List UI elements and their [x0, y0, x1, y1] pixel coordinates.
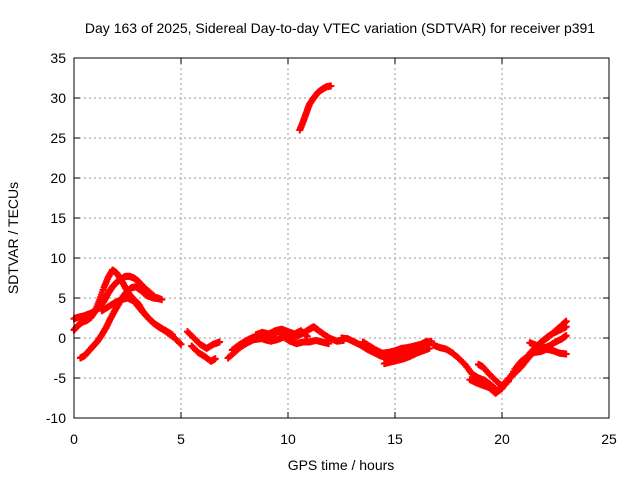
- data-point: [327, 82, 335, 90]
- plot-marks: [70, 82, 570, 397]
- data-point: [562, 332, 570, 340]
- series-track-d-early: [98, 294, 176, 339]
- x-tick-label: 5: [177, 431, 185, 447]
- x-tick-label: 15: [387, 431, 403, 447]
- y-tick-label: 30: [50, 90, 66, 106]
- grid-lines: [73, 57, 610, 419]
- data-point: [423, 337, 431, 345]
- data-point: [325, 340, 333, 348]
- y-axis-label: SDTVAR / TECUs: [5, 182, 21, 294]
- x-axis-label: GPS time / hours: [288, 457, 395, 473]
- y-tick-label: 5: [58, 290, 66, 306]
- y-tick-label: 20: [50, 170, 66, 186]
- y-tick-label: 35: [50, 50, 66, 66]
- x-tick-label: 20: [494, 431, 510, 447]
- data-point: [168, 331, 176, 339]
- x-tick-label: 25: [601, 431, 617, 447]
- data-point: [156, 295, 164, 303]
- data-point: [216, 338, 224, 346]
- x-tick-labels: 0 5 10 15 20 25: [70, 431, 617, 447]
- data-point: [176, 339, 184, 347]
- data-point: [211, 355, 219, 363]
- series-track-f-midday: [188, 342, 219, 365]
- y-tick-label: 25: [50, 130, 66, 146]
- data-point: [425, 344, 433, 352]
- series-track-e-midday: [183, 328, 224, 352]
- y-tick-labels: -10 -5 0 5 10 15 20 25 30 35: [46, 50, 66, 426]
- series-track-m-afternoon: [380, 344, 433, 368]
- y-tick-label: 10: [50, 250, 66, 266]
- y-tick-label: 15: [50, 210, 66, 226]
- y-tick-label: -5: [54, 370, 67, 386]
- data-point: [562, 350, 570, 358]
- x-tick-label: 0: [70, 431, 78, 447]
- data-point: [562, 323, 570, 331]
- series-track-i-midday: [252, 325, 311, 340]
- plot-frame: [73, 57, 610, 419]
- data-point: [303, 332, 311, 340]
- series-track-l-afternoon: [359, 337, 431, 357]
- x-tick-label: 10: [280, 431, 296, 447]
- series-track-b-early: [70, 272, 166, 323]
- series-track-p-evening: [474, 345, 570, 390]
- series-track-q-evening: [526, 332, 570, 352]
- y-tick-label: -10: [46, 410, 66, 426]
- series-track-h-midday: [228, 332, 333, 354]
- y-tick-label: 0: [58, 330, 66, 346]
- series-track-o-evening: [466, 323, 570, 397]
- data-point: [177, 340, 185, 348]
- series-track-j-outlier: [296, 82, 335, 134]
- chart-title: Day 163 of 2025, Sidereal Day-to-day VTE…: [85, 20, 595, 36]
- data-point: [302, 331, 310, 339]
